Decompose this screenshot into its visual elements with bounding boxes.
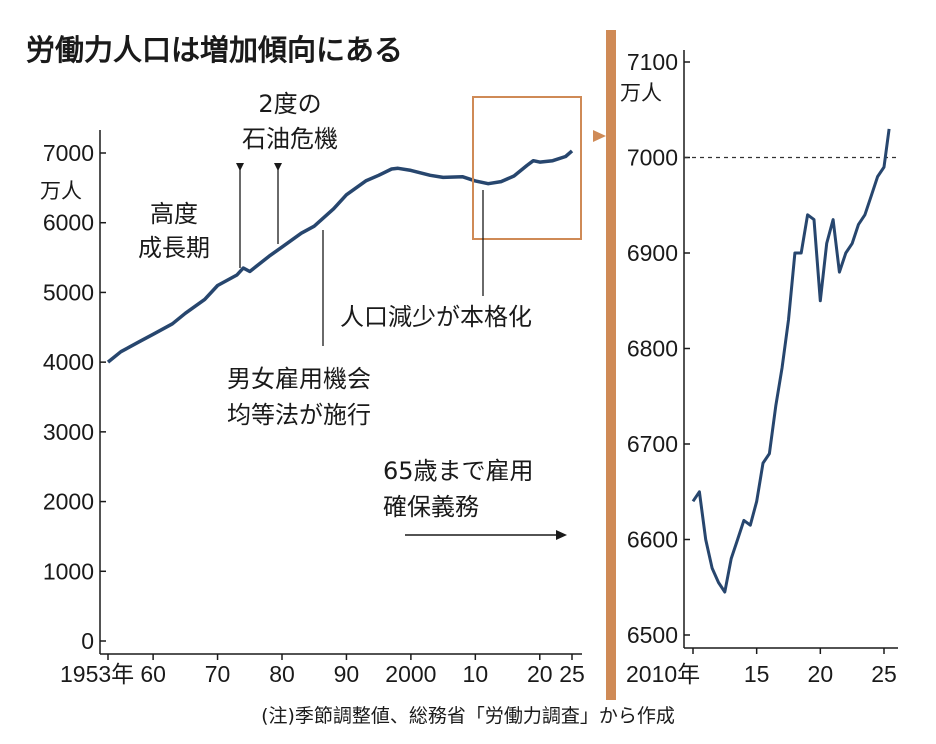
right-ytick-label: 6700 [627,431,678,457]
left-y-axis: 7000 6000 5000 4000 3000 2000 1000 0 万人 [40,130,106,654]
annotation-oil-crisis-line1: 2度の [258,90,321,118]
left-ytick-label: 4000 [43,349,94,375]
annotation-high-growth: 高度 成長期 [138,200,210,262]
oil-crisis-arrow-1-icon [236,163,244,171]
chart-title: 労働力人口は増加傾向にある [26,33,403,67]
panel-divider [606,30,616,700]
source-note: (注)季節調整値、総務省「労働力調査」から作成 [261,705,675,727]
zoom-arrow-icon [593,130,606,142]
right-ytick-label: 6600 [627,527,678,553]
annotation-oil-crisis: 2度の 石油危機 [236,90,338,268]
left-ytick-label: 3000 [43,419,94,445]
left-xtick-label: 25 [559,661,585,687]
left-xtick-label: 70 [205,661,231,687]
right-y-unit: 万人 [620,81,662,105]
left-xtick-label: 2000 [385,661,436,687]
left-xtick-label: 80 [269,661,295,687]
right-ytick-label: 7100 [627,49,678,75]
left-xtick-label: 60 [140,661,166,687]
left-ytick-label: 5000 [43,279,94,305]
annotation-high-growth-line2: 成長期 [138,234,210,262]
left-xtick-label: 90 [334,661,360,687]
right-ytick-label: 6900 [627,240,678,266]
annotation-equal-employment-line2: 均等法が施行 [227,401,371,429]
annotation-population-decline-text: 人口減少が本格化 [340,303,532,331]
right-ytick-label: 6800 [627,336,678,362]
right-xtick-label: 25 [871,661,897,687]
right-x-axis: 2010年 15 20 25 [626,647,898,687]
left-xtick-label: 10 [463,661,489,687]
right-ytick-label: 6500 [627,622,678,648]
zoom-highlight-box [472,96,582,240]
left-x-axis: 1953年 60 70 80 90 2000 10 20 25 [60,653,585,687]
right-ytick-label: 7000 [627,145,678,171]
left-xtick-label: 20 [527,661,553,687]
annotation-employment-65: 65歳まで雇用 確保義務 [383,457,567,540]
right-xtick-label: 20 [808,661,834,687]
right-xtick-label: 15 [744,661,770,687]
left-ytick-label: 7000 [43,140,94,166]
annotation-high-growth-line1: 高度 [150,200,198,228]
annotation-oil-crisis-line2: 石油危機 [242,125,338,153]
right-series-line [691,128,891,594]
left-ytick-label: 1000 [43,558,94,584]
annotation-employment-65-line2: 確保義務 [383,493,479,521]
left-series-line [106,149,574,364]
annotation-employment-65-line1: 65歳まで雇用 [383,457,534,485]
left-xtick-label: 1953年 [60,661,134,687]
annotation-equal-employment-line1: 男女雇用機会 [227,365,371,393]
left-ytick-label: 6000 [43,210,94,236]
employment-65-arrow-icon [556,530,567,540]
annotation-equal-employment: 男女雇用機会 均等法が施行 [227,230,371,429]
left-y-unit: 万人 [40,179,82,203]
left-ytick-label: 0 [81,628,94,654]
oil-crisis-arrow-2-icon [274,163,282,171]
right-y-axis: 7100 7000 6900 6800 6700 6600 6500 万人 [620,49,690,648]
annotation-population-decline: 人口減少が本格化 [340,190,532,331]
left-ytick-label: 2000 [43,489,94,515]
right-xtick-label: 2010年 [626,661,700,687]
